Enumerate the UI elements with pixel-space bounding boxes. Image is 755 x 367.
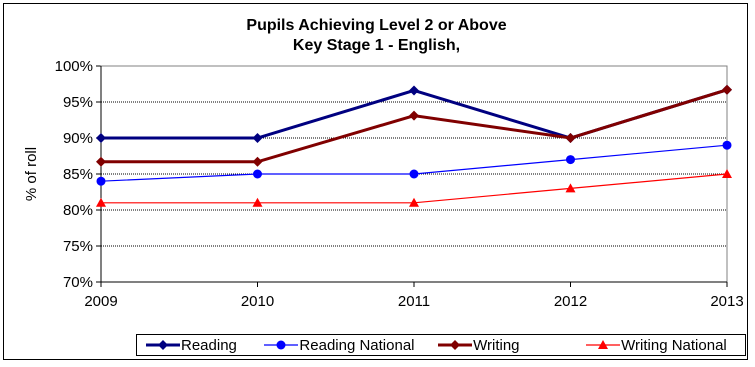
chart-title-line-1: Pupils Achieving Level 2 or Above [246,17,507,34]
y-tick-label: 70% [63,274,93,291]
y-tick-label: 90% [63,130,93,147]
chart-legend: Reading Reading National Writing Writing Na… [136,334,746,356]
legend-swatch-marker [450,340,461,350]
data-point [253,169,262,179]
x-tick-label: 2010 [241,293,274,310]
y-tick-label: 95% [63,94,93,111]
legend-label: Writing National [621,336,727,354]
legend-swatch [264,340,299,350]
data-point [722,169,732,178]
legend-item: Writing [437,337,585,354]
data-point [96,156,106,167]
y-tick-label: 80% [63,202,93,219]
legend-label: Reading [181,336,237,354]
data-point [252,156,263,167]
data-point [409,110,419,121]
legend-label: Writing [473,336,520,354]
series-reading-national [96,140,732,186]
x-tick-label: 2012 [554,293,587,310]
data-point [722,84,732,95]
chart-title-line-2: Key Stage 1 - English, [292,37,461,54]
data-point [252,133,263,143]
data-point [252,197,263,207]
data-point [96,197,106,207]
y-axis-label: % of roll [23,147,40,201]
data-point [96,176,106,186]
data-point [565,133,576,143]
x-tick-label: 2011 [398,293,430,310]
chart-title: Pupils Achieving Level 2 or Above Key St… [4,16,749,56]
data-point [409,169,419,179]
legend-item: Writing National [585,337,745,354]
legend-swatch [438,340,473,350]
data-point [565,183,576,193]
data-point [409,85,419,96]
series-writing [96,84,732,167]
legend-swatch-marker [598,340,609,349]
y-tick-label: 85% [63,166,93,183]
data-point [96,133,106,143]
legend-swatch [146,340,180,350]
legend-swatch [586,340,621,349]
legend-item: Reading [137,337,263,354]
data-point [722,140,732,150]
legend-swatch-marker [276,340,286,350]
series-writing-national [96,169,732,207]
legend-item: Reading National [263,337,437,354]
y-tick-label: 100% [55,58,93,75]
legend-label: Reading National [299,336,415,354]
x-tick-label: 2009 [84,293,117,310]
legend-swatch-marker [158,340,168,350]
y-tick-label: 75% [63,238,93,255]
x-tick-label: 2013 [710,293,743,310]
data-point [409,197,419,207]
data-point [566,155,575,165]
